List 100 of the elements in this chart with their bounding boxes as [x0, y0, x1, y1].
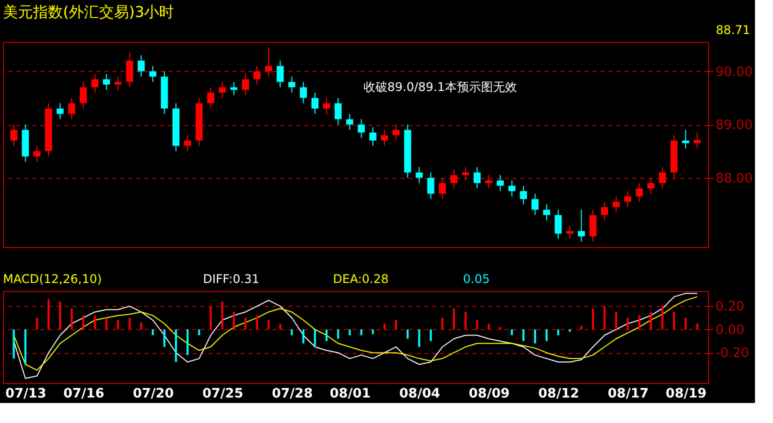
candlestick — [554, 209, 562, 240]
bar — [522, 329, 524, 342]
candlestick — [532, 193, 539, 216]
candlestick — [543, 204, 550, 221]
bar — [82, 315, 84, 330]
bar — [337, 329, 340, 339]
bar — [174, 329, 177, 362]
bar — [650, 312, 652, 330]
bar — [360, 329, 362, 336]
candlestick — [10, 124, 18, 146]
bar — [580, 326, 582, 330]
candlestick — [149, 65, 156, 82]
candlestick — [380, 129, 388, 146]
series-label: 0.05 — [463, 272, 490, 286]
bar — [152, 329, 154, 336]
candlestick — [207, 86, 214, 110]
candlestick — [474, 166, 481, 189]
candlestick — [369, 126, 376, 146]
x-tick-label: 07/13 — [5, 386, 46, 402]
bar — [638, 315, 640, 330]
x-tick-label: 07/28 — [272, 386, 313, 402]
bar — [210, 306, 212, 330]
bar — [430, 329, 432, 342]
y-tick-label: 0.00 — [716, 322, 744, 338]
candlestick — [392, 124, 400, 142]
bar — [464, 312, 467, 330]
bar — [604, 306, 606, 330]
bar — [48, 299, 50, 330]
bar — [534, 329, 536, 344]
x-tick-label: 08/01 — [330, 386, 371, 402]
text: DEA:0.28 — [333, 272, 389, 286]
y-tick-label: 88.00 — [716, 171, 753, 186]
candlestick — [265, 46, 272, 78]
candlestick — [334, 97, 342, 126]
candlestick — [462, 166, 470, 181]
bar — [24, 329, 26, 364]
candlestick — [485, 174, 492, 189]
candlestick — [276, 60, 284, 88]
bar — [348, 329, 351, 336]
bar — [314, 329, 316, 346]
candlestick — [566, 225, 574, 240]
x-tick-label: 08/04 — [399, 386, 440, 402]
candlestick — [658, 166, 666, 189]
bar — [452, 308, 455, 330]
candlestick — [647, 177, 654, 194]
bar — [94, 315, 96, 330]
chart-title: 美元指数(外汇交易)3小时 — [3, 3, 174, 21]
bar — [441, 318, 444, 330]
candlestick — [288, 76, 296, 94]
bar — [383, 324, 386, 330]
candlestick — [56, 102, 64, 120]
bar — [326, 329, 328, 342]
bar — [372, 329, 374, 334]
candlestick — [450, 169, 458, 189]
bar — [232, 312, 235, 330]
bar — [302, 329, 304, 344]
candlestick — [126, 52, 134, 88]
candlestick — [612, 196, 620, 213]
x-tick-label: 07/16 — [63, 386, 104, 402]
candlestick — [80, 81, 87, 110]
candlestick — [589, 209, 596, 242]
candlestick — [102, 73, 110, 90]
candlestick — [520, 185, 527, 205]
candlestick — [300, 81, 307, 104]
bar — [279, 324, 282, 330]
bar — [128, 318, 131, 330]
bar — [163, 329, 166, 347]
bar — [36, 318, 38, 330]
x-tick-label: 08/19 — [666, 386, 707, 402]
candlestick — [230, 81, 238, 96]
candlestick — [311, 92, 318, 114]
bar — [510, 329, 513, 336]
candlestick — [218, 81, 226, 98]
bar — [592, 308, 594, 330]
bar — [186, 329, 189, 356]
bar — [696, 324, 698, 330]
bar — [661, 306, 664, 330]
candlestick — [427, 172, 434, 200]
bar — [59, 301, 62, 330]
bar — [221, 301, 224, 330]
candlestick — [682, 129, 690, 149]
candlestick — [323, 97, 330, 114]
candlestick — [346, 113, 354, 130]
bar — [568, 329, 571, 332]
candlestick — [496, 174, 504, 192]
candlestick — [438, 177, 446, 200]
bar — [546, 329, 548, 342]
candlestick — [358, 118, 365, 138]
bar — [256, 315, 258, 330]
candlestick — [114, 76, 122, 90]
candlestick — [184, 134, 192, 152]
bar — [673, 312, 676, 330]
y-tick-label: 0.20 — [716, 300, 744, 315]
x-tick-label: 07/20 — [132, 386, 174, 402]
bar — [117, 320, 120, 330]
bar — [476, 320, 478, 330]
bar — [105, 318, 108, 330]
candlestick — [694, 132, 701, 149]
x-tick-label: 08/17 — [608, 386, 649, 402]
bar — [406, 329, 409, 339]
